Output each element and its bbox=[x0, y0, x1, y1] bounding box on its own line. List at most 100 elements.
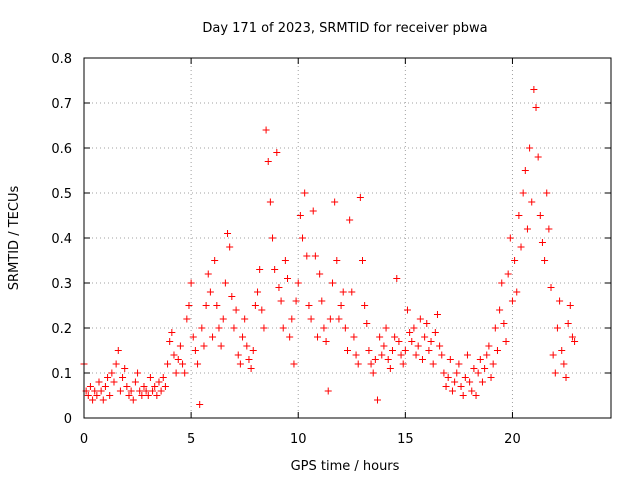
data-point bbox=[401, 347, 409, 354]
x-tick-label: 20 bbox=[504, 432, 521, 447]
data-point bbox=[114, 347, 122, 354]
data-point bbox=[239, 333, 247, 341]
data-point bbox=[249, 347, 257, 354]
data-point bbox=[217, 342, 225, 350]
data-point bbox=[498, 279, 506, 287]
data-point bbox=[468, 387, 476, 395]
data-point bbox=[254, 288, 262, 296]
data-point bbox=[515, 212, 523, 219]
data-point bbox=[106, 392, 114, 399]
y-tick-label: 0.8 bbox=[51, 52, 72, 67]
data-point bbox=[397, 351, 405, 359]
data-point bbox=[228, 293, 236, 300]
data-point bbox=[365, 347, 373, 354]
data-point bbox=[269, 234, 277, 242]
data-point bbox=[146, 374, 154, 381]
data-point bbox=[371, 356, 379, 363]
data-point bbox=[159, 374, 167, 381]
data-point bbox=[571, 338, 579, 345]
data-point bbox=[333, 257, 341, 264]
data-point bbox=[236, 360, 244, 368]
data-point bbox=[470, 365, 478, 372]
data-point bbox=[157, 387, 165, 395]
data-point bbox=[209, 333, 217, 341]
data-point bbox=[337, 302, 345, 309]
data-point bbox=[164, 360, 172, 368]
data-point bbox=[127, 387, 135, 395]
data-point bbox=[461, 374, 469, 381]
data-point bbox=[290, 360, 298, 368]
data-point bbox=[191, 347, 199, 354]
data-point bbox=[149, 387, 157, 395]
data-point bbox=[200, 342, 208, 350]
data-point bbox=[172, 369, 180, 377]
data-point bbox=[247, 365, 255, 372]
y-tick-label: 0.5 bbox=[51, 187, 72, 202]
data-point bbox=[320, 324, 328, 332]
data-point bbox=[500, 320, 508, 327]
data-point bbox=[101, 383, 109, 390]
data-point bbox=[442, 383, 450, 390]
data-point bbox=[256, 266, 264, 273]
plot-frame bbox=[83, 57, 612, 419]
data-point bbox=[307, 315, 315, 323]
data-point bbox=[453, 369, 461, 377]
data-point bbox=[388, 347, 396, 354]
data-point bbox=[350, 333, 358, 341]
data-point bbox=[183, 315, 191, 323]
data-point bbox=[273, 149, 281, 156]
data-point bbox=[526, 144, 534, 152]
x-tick-label: 0 bbox=[80, 432, 88, 447]
data-point bbox=[281, 257, 289, 264]
data-point bbox=[275, 284, 283, 291]
x-axis-label: GPS time / hours bbox=[291, 459, 400, 474]
data-point bbox=[472, 392, 480, 399]
data-point bbox=[138, 392, 146, 399]
data-point bbox=[436, 342, 444, 350]
data-point bbox=[174, 356, 182, 363]
data-point bbox=[358, 257, 366, 264]
data-point bbox=[142, 387, 150, 395]
data-point bbox=[511, 257, 519, 264]
data-point bbox=[448, 387, 456, 395]
data-point bbox=[451, 378, 459, 386]
data-point bbox=[538, 239, 546, 246]
data-point bbox=[271, 266, 279, 273]
data-point bbox=[215, 324, 223, 332]
data-point bbox=[219, 315, 227, 323]
data-point bbox=[131, 378, 139, 386]
data-point bbox=[104, 374, 112, 381]
data-point bbox=[116, 387, 124, 395]
data-point bbox=[517, 243, 525, 251]
data-point bbox=[196, 401, 204, 408]
data-point bbox=[532, 104, 540, 111]
data-point bbox=[438, 351, 446, 359]
data-point bbox=[206, 288, 214, 296]
y-tick-labels: 0 0.1 0.2 0.3 0.4 0.5 0.6 0.7 0.8 bbox=[51, 52, 72, 427]
data-point bbox=[134, 369, 142, 377]
x-tick-label: 10 bbox=[290, 432, 307, 447]
data-point bbox=[189, 333, 197, 341]
data-point bbox=[258, 306, 266, 314]
data-point bbox=[232, 306, 240, 314]
data-point bbox=[418, 356, 426, 363]
data-point bbox=[294, 279, 302, 287]
data-point bbox=[455, 360, 463, 368]
data-point bbox=[296, 212, 304, 219]
data-point bbox=[112, 360, 120, 368]
data-point bbox=[301, 189, 309, 197]
data-point bbox=[440, 369, 448, 377]
data-point bbox=[84, 392, 92, 399]
data-point bbox=[277, 297, 285, 305]
data-point bbox=[504, 270, 512, 278]
data-point bbox=[129, 396, 137, 404]
data-point bbox=[194, 360, 202, 368]
data-point bbox=[352, 351, 360, 359]
data-point bbox=[427, 338, 435, 345]
data-point bbox=[176, 342, 184, 350]
data-point bbox=[425, 347, 433, 354]
data-point bbox=[284, 275, 292, 282]
data-point bbox=[481, 365, 489, 372]
data-point bbox=[262, 126, 270, 134]
data-point bbox=[545, 225, 553, 233]
